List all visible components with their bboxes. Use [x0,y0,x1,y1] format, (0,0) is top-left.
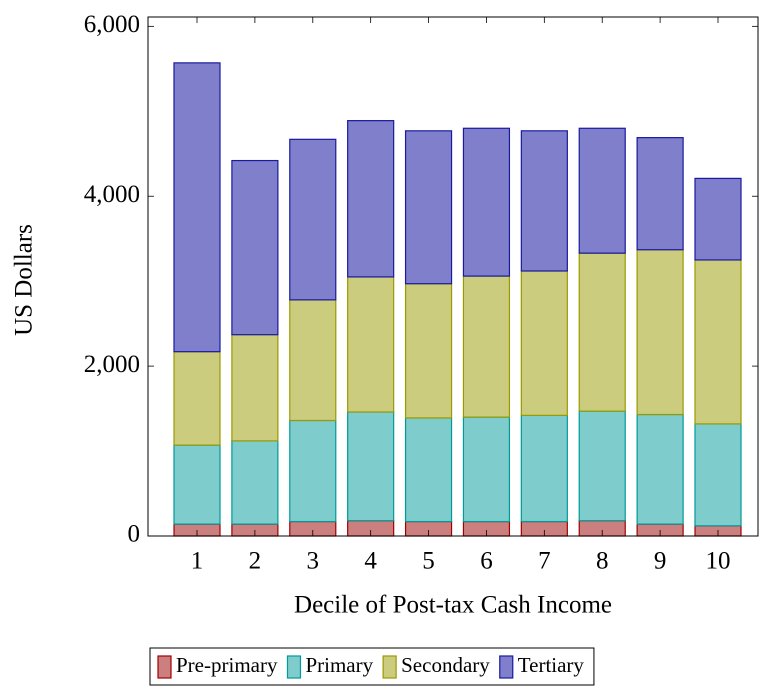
bar-segment [173,444,221,525]
legend-swatch [499,655,514,679]
bar-segment [231,334,279,442]
legend-swatch [382,655,397,679]
legend-swatch [286,655,302,679]
bar-segment [462,127,511,277]
y-axis-label: US Dollars [11,224,38,336]
legend-label: Primary [305,653,373,677]
y-tick-label: 6,000 [84,11,140,38]
bar-segment [578,252,626,412]
bar-segment [231,159,279,336]
bar-segment [694,177,742,261]
y-tick-label: 2,000 [84,351,140,378]
bar-segment [636,137,684,251]
legend-label: Secondary [401,653,490,677]
bar-segment [173,62,221,353]
x-tick-label: 3 [307,548,320,575]
bar-segment [636,413,684,525]
bar-segment [173,351,221,446]
bar-segment [404,283,453,419]
x-tick-label: 1 [191,548,204,575]
x-tick-label: 5 [422,548,435,575]
bar-segment [520,414,568,523]
bar-segment [289,419,337,523]
bar-segment [231,440,279,525]
bar-segment [694,259,742,425]
bar-segment [520,130,568,272]
x-tick-label: 7 [538,548,551,575]
bar-segment [404,417,453,523]
x-tick-label: 6 [480,548,493,575]
legend-box [149,647,595,686]
x-tick-label: 10 [706,548,731,575]
bar-segment [578,410,626,522]
bar-segment [289,138,337,301]
legend-swatch [157,655,172,679]
legend-label: Pre-primary [176,653,278,677]
bar-segment [636,249,684,416]
plot-frame [147,16,759,537]
bar-segment [462,416,511,523]
bar-segment [520,270,568,416]
y-tick-label: 0 [128,521,141,548]
x-tick-label: 8 [596,548,609,575]
x-tick-label: 9 [654,548,667,575]
x-tick-label: 2 [249,548,262,575]
bar-segment [578,127,626,254]
x-tick-label: 4 [364,548,377,575]
bar-segment [347,120,395,278]
x-axis-label: Decile of Post-tax Cash Income [294,592,612,619]
bar-segment [347,411,395,522]
bar-segment [462,275,511,418]
bar-segment [347,276,395,413]
bar-segment [404,130,453,285]
legend: Pre-primary Primary Secondary Tertiary [149,647,595,686]
bar-segment [694,423,742,527]
bar-segment [289,299,337,422]
y-tick-label: 4,000 [84,181,140,208]
legend-label: Tertiary [518,653,585,677]
